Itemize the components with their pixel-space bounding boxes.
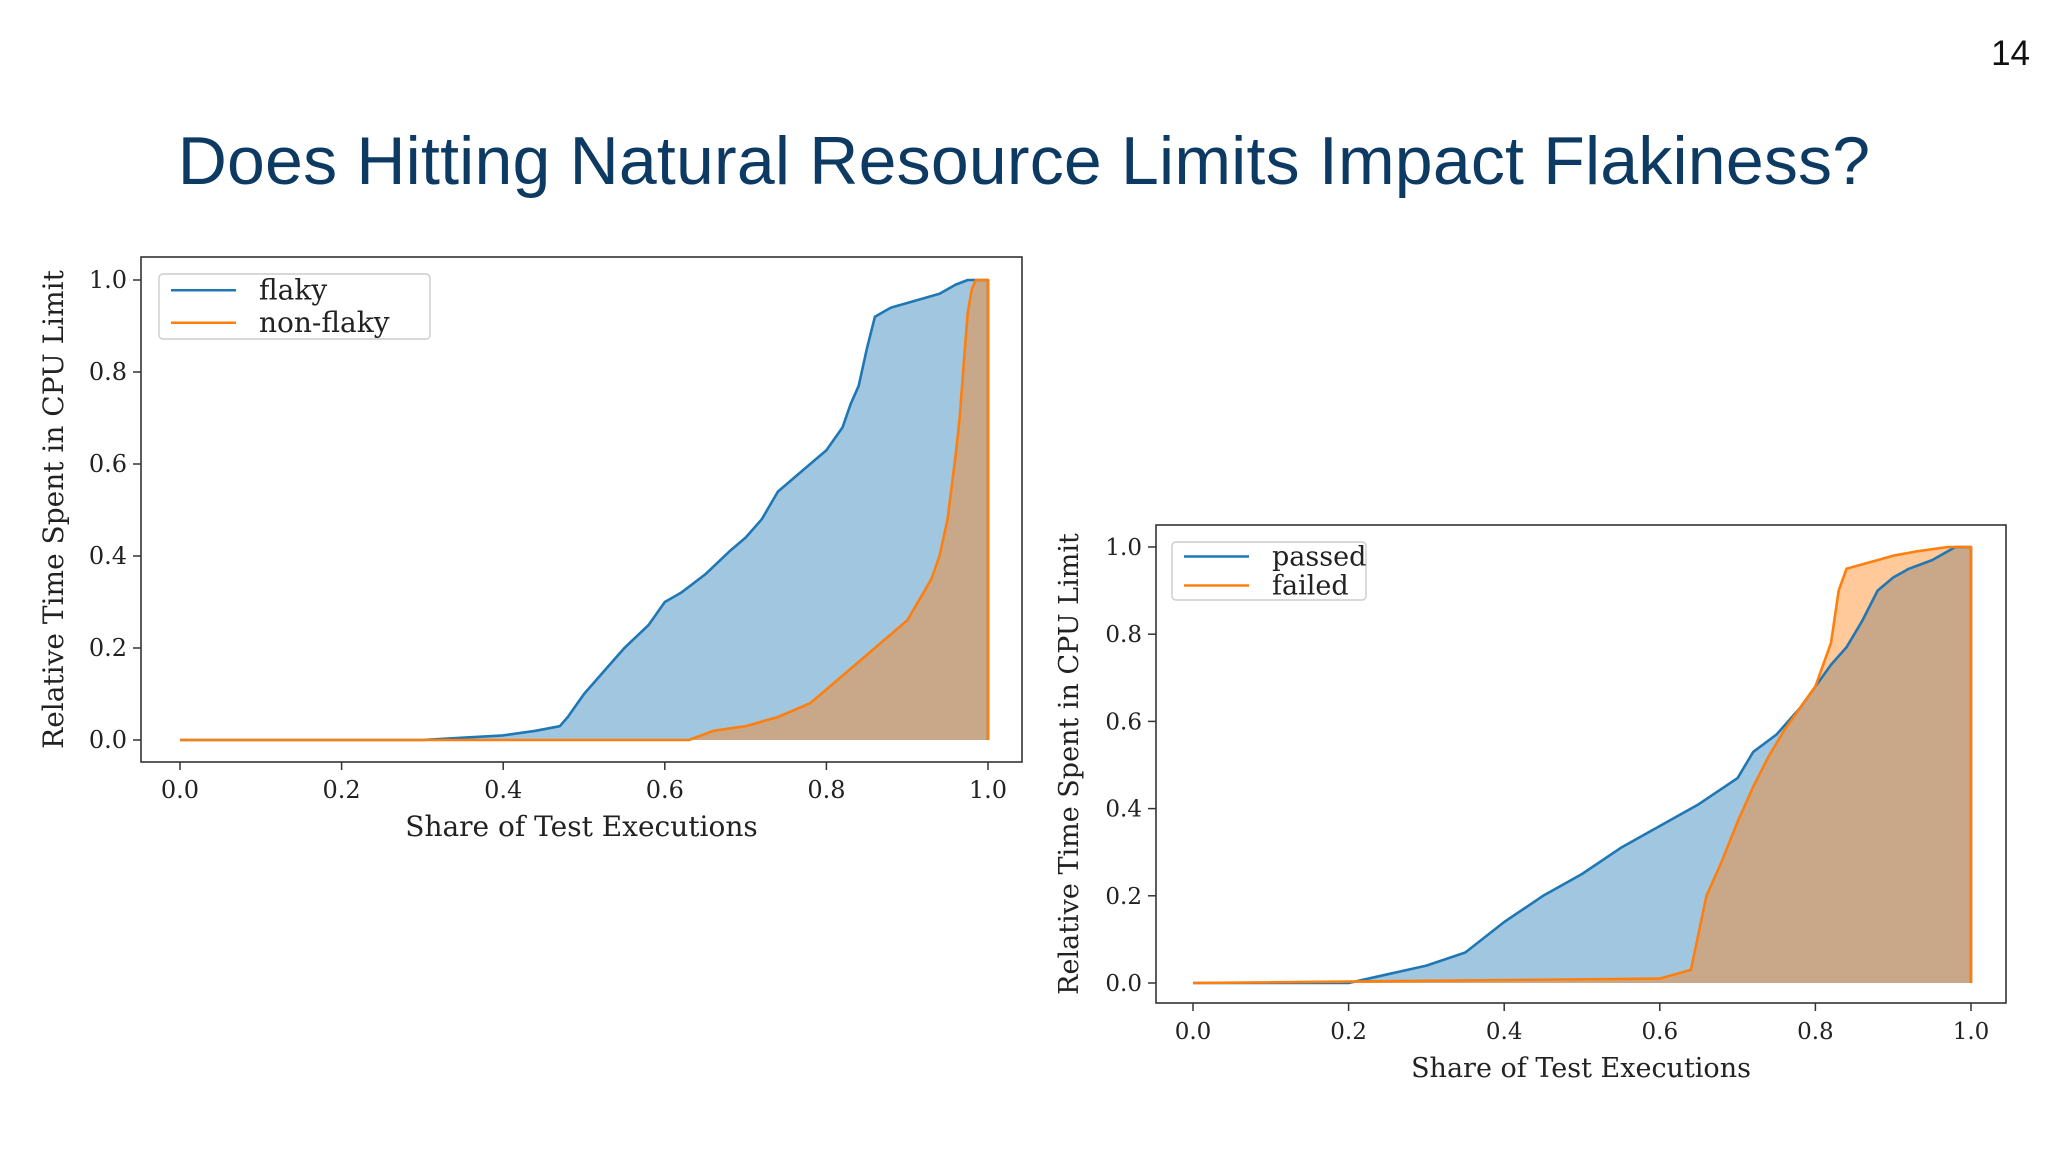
x-axis-label: Share of Test Executions — [1411, 1053, 1751, 1084]
x-tick-label: 0.2 — [1330, 1019, 1367, 1045]
y-tick-label: 0.4 — [89, 542, 127, 570]
y-axis-label: Relative Time Spent in CPU Limit — [37, 269, 70, 749]
y-tick-label: 0.8 — [89, 358, 127, 386]
series-line-non-flaky — [180, 278, 990, 742]
x-tick-label: 0.0 — [1175, 1019, 1212, 1045]
series-line-passed — [1193, 545, 1973, 985]
x-tick-label: 0.0 — [161, 776, 199, 804]
y-tick-label: 0.4 — [1105, 797, 1142, 823]
series-area-flaky — [180, 280, 988, 740]
y-tick-label: 0.8 — [1105, 622, 1142, 648]
y-tick-label: 1.0 — [1105, 535, 1142, 561]
plot-frame — [1155, 524, 2007, 1004]
series-area-non-flaky — [180, 280, 988, 740]
x-tick-label: 0.8 — [1797, 1019, 1834, 1045]
x-tick-label: 1.0 — [969, 776, 1007, 804]
legend-label-non-flaky: non-flaky — [259, 306, 390, 339]
chart-passed-vs-failed: 0.0 0.2 0.4 0.6 0.8 1.0 0.0 0.2 0.4 0.6 0.8 1.0 Shar… — [1054, 524, 2007, 1084]
y-tick-label: 0.6 — [1105, 709, 1142, 735]
y-tick-label: 0.2 — [89, 634, 127, 662]
legend-label-failed: failed — [1272, 571, 1349, 602]
x-tick-label: 0.6 — [1642, 1019, 1679, 1045]
y-tick-label: 0.0 — [1105, 971, 1142, 997]
slide-title: Does Hitting Natural Resource Limits Imp… — [177, 123, 1871, 199]
x-axis-label: Share of Test Executions — [405, 810, 757, 843]
series-area-passed — [1193, 547, 1971, 983]
x-tick-label: 0.6 — [646, 776, 684, 804]
legend-label-flaky: flaky — [259, 273, 327, 306]
page-number: 14 — [1991, 34, 2030, 73]
series-line-failed — [1192, 545, 1973, 985]
x-tick-label: 0.8 — [807, 776, 845, 804]
y-tick-label: 0.6 — [89, 450, 127, 478]
y-tick-label: 0.2 — [1105, 884, 1142, 910]
y-axis-label: Relative Time Spent in CPU Limit — [1054, 533, 1085, 995]
y-tick-label: 0.0 — [89, 726, 127, 754]
series-area-failed — [1193, 547, 1971, 983]
plot-frame — [140, 256, 1023, 763]
chart-flaky-vs-non-flaky: 0.0 0.2 0.4 0.6 0.8 1.0 0.0 0.2 0.4 0.6 0.8 1.0 Shar… — [37, 256, 1023, 843]
y-tick-label: 1.0 — [89, 266, 127, 294]
series-line-flaky — [180, 278, 990, 742]
legend-label-passed: passed — [1272, 542, 1366, 573]
x-tick-label: 1.0 — [1953, 1019, 1990, 1045]
x-tick-label: 0.2 — [323, 776, 361, 804]
x-tick-label: 0.4 — [484, 776, 522, 804]
x-tick-label: 0.4 — [1486, 1019, 1523, 1045]
